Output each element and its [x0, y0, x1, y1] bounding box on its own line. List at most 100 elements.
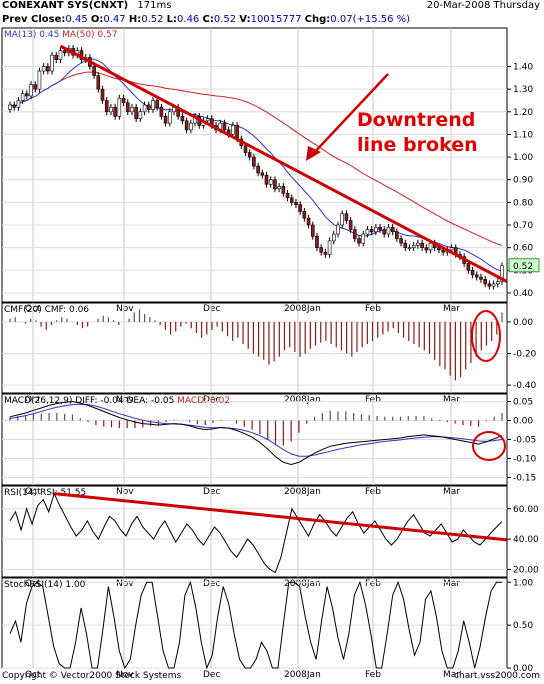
x-tick-label: Nov: [116, 487, 134, 497]
candle-body: [109, 106, 113, 113]
candle-body: [20, 93, 25, 101]
candle-body: [46, 66, 50, 72]
annotation-arrowhead: [306, 146, 321, 161]
y-tick-label: 1.00: [513, 578, 533, 588]
legend-item: DEA: -0.05: [124, 396, 175, 406]
y-tick-label: -0.05: [513, 436, 536, 446]
symbol-title: CONEXANT SYS(CNXT): [2, 0, 129, 11]
candle-body: [159, 106, 164, 117]
candle-body: [348, 220, 353, 230]
candle-body: [428, 242, 433, 251]
candle-body: [29, 84, 33, 97]
candle-body: [121, 97, 126, 104]
y-tick-label: 0.00: [513, 417, 533, 427]
change-value: 0.07(+15.56 %): [330, 14, 411, 25]
x-tick-label: Feb: [365, 670, 381, 680]
candle-body: [58, 50, 63, 61]
candle-body: [235, 125, 239, 140]
diff-line: [9, 401, 503, 466]
candle-body: [319, 247, 323, 253]
legend-item: CMF: 0.06: [42, 305, 90, 315]
candle-body: [437, 247, 441, 251]
candle-body: [365, 229, 370, 235]
x-tick-label: Mar: [443, 395, 460, 405]
x-tick-label: 2008Jan: [284, 395, 321, 405]
candle-body: [33, 84, 38, 90]
y-tick-label: 1.00: [513, 153, 533, 163]
candle-body: [298, 204, 302, 212]
ma50-line: [9, 71, 503, 246]
cmf-highlight-circle: [471, 310, 501, 362]
candle-body: [54, 54, 59, 61]
price-badge-text: 0.52: [513, 262, 533, 272]
high-value: 0.52: [141, 14, 164, 25]
change-label: Chg:: [304, 14, 331, 25]
x-tick-label: Nov: [116, 579, 134, 589]
annotation-text: Downtrend: [357, 109, 475, 131]
candle-body: [285, 193, 290, 199]
candle-body: [8, 104, 12, 110]
candle-body: [37, 70, 42, 90]
stochrsi-line: [9, 580, 502, 670]
candle-body: [344, 213, 349, 221]
candle-body: [416, 242, 420, 246]
close-value: 0.52: [213, 14, 237, 25]
y-tick-label: 40.00: [513, 535, 539, 545]
candle-body: [323, 251, 328, 255]
candle-body: [268, 179, 273, 185]
x-tick-label: 2008Jan: [284, 670, 321, 680]
legend: MA(13) 0.45 MA(50) 0.57: [4, 30, 117, 40]
candle-body: [479, 276, 483, 280]
candle-body: [315, 236, 319, 248]
candle-body: [420, 242, 424, 248]
x-tick-label: 2008Jan: [284, 487, 321, 497]
candle-body: [146, 104, 151, 110]
y-tick-label: -0.20: [513, 350, 537, 360]
x-tick-label: Nov: [116, 670, 134, 680]
candle-body: [25, 93, 29, 97]
candle-body: [386, 226, 391, 235]
candle-body: [281, 186, 286, 194]
x-tick-label: Dec: [203, 579, 220, 589]
candle-body: [100, 88, 105, 101]
y-tick-label: 60.00: [513, 505, 539, 515]
legend-item: 1.00: [63, 580, 86, 590]
candle-body: [151, 100, 155, 110]
candle-body: [16, 100, 21, 108]
candle-body: [424, 247, 429, 251]
y-tick-label: -0.40: [513, 381, 537, 391]
legend-item: MA(50) 0.57: [59, 30, 117, 40]
candle-body: [495, 281, 500, 285]
prev-close-value: 0.45: [65, 14, 88, 25]
candle-body: [474, 274, 479, 278]
x-tick-label: Dec: [203, 670, 220, 680]
candle-body: [189, 122, 193, 131]
candle-body: [500, 265, 504, 282]
low-value: 0.46: [177, 14, 200, 25]
timing-text: 171ms: [137, 0, 172, 11]
legend-item: DIFF: -0.04: [72, 396, 124, 406]
volume-value: 10015777: [250, 14, 302, 25]
y-tick-label: 1.10: [513, 130, 533, 140]
x-tick-label: Nov: [116, 395, 134, 405]
candle-body: [302, 211, 307, 219]
candle-body: [374, 226, 378, 233]
candle-body: [256, 165, 260, 174]
candle-body: [306, 217, 311, 226]
title-line: CONEXANT SYS(CNXT) 171ms: [2, 0, 171, 11]
candle-body: [41, 66, 46, 72]
legend: CMF(20) CMF: 0.06: [4, 305, 89, 315]
x-tick-label: Dec: [203, 304, 220, 314]
candle-body: [104, 100, 109, 113]
candle-body: [407, 247, 412, 249]
candle-body: [163, 116, 168, 124]
rsi-trendline: [54, 492, 508, 542]
candle-body: [403, 242, 408, 248]
x-tick-label: 2008Jan: [284, 579, 321, 589]
candle-body: [138, 111, 143, 119]
candle-body: [92, 66, 96, 76]
y-tick-label: 0.50: [513, 621, 533, 631]
legend-item: MACD(26,12,9): [4, 396, 72, 406]
candle-body: [357, 238, 361, 244]
